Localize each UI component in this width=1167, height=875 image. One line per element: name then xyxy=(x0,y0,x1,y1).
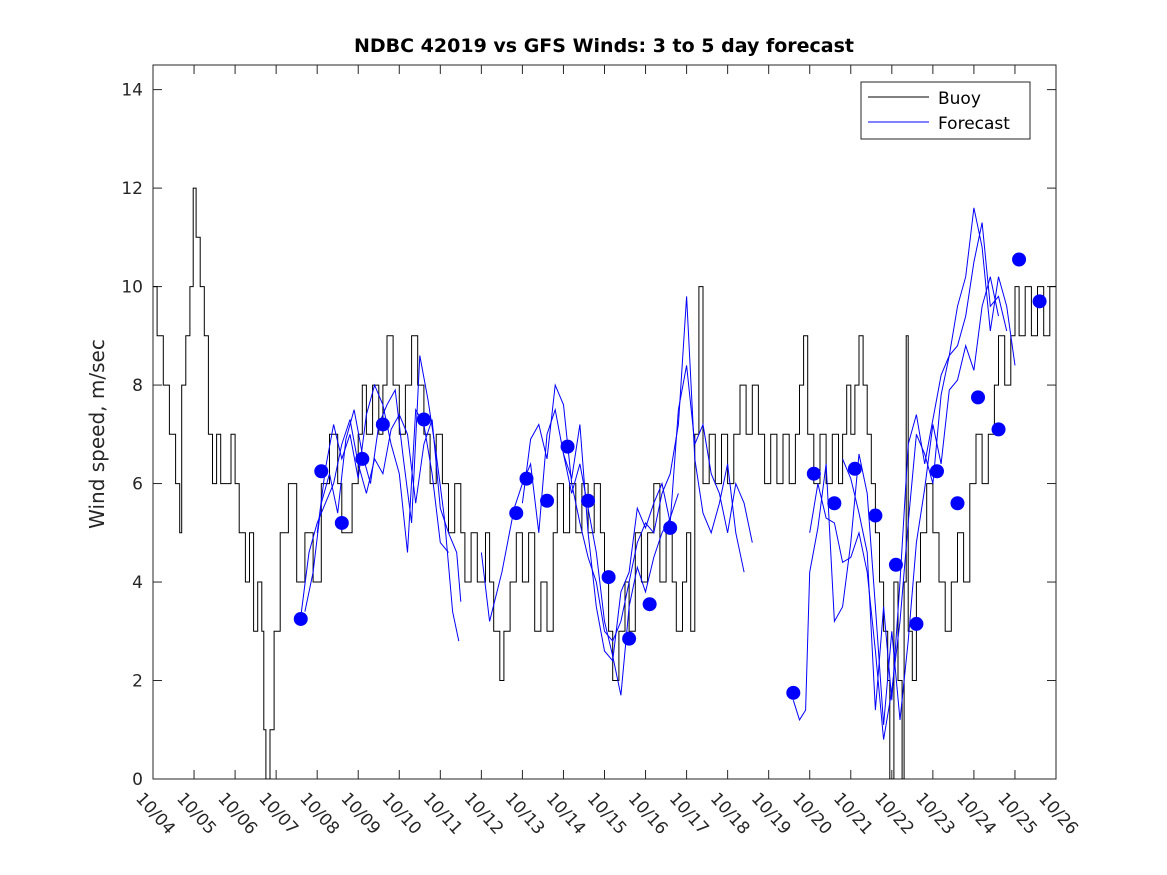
forecast-run-5-line xyxy=(521,296,745,643)
forecast-marker xyxy=(622,631,637,646)
forecast-marker xyxy=(991,422,1006,437)
forecast-marker xyxy=(1012,252,1027,267)
forecast-marker xyxy=(375,417,390,432)
y-tick-label: 14 xyxy=(121,81,143,101)
forecast-marker xyxy=(786,685,801,700)
legend-buoy-label: Buoy xyxy=(938,89,981,109)
legend-forecast-label: Forecast xyxy=(938,114,1010,134)
forecast-marker xyxy=(929,464,944,479)
forecast-marker xyxy=(560,439,575,454)
chart-title: NDBC 42019 vs GFS Winds: 3 to 5 day fore… xyxy=(354,35,854,57)
forecast-marker xyxy=(806,466,821,481)
forecast-marker xyxy=(827,496,842,511)
forecast-marker xyxy=(334,515,349,530)
data-layer xyxy=(153,187,1056,779)
y-axis-label: Wind speed, m/sec xyxy=(85,339,109,529)
y-tick-label: 12 xyxy=(121,179,143,199)
plot-area: 0246810121410/0410/0510/0610/0710/0810/0… xyxy=(121,64,1082,839)
forecast-marker xyxy=(868,508,883,523)
forecast-run-3-line xyxy=(316,383,449,553)
forecast-marker xyxy=(888,557,903,572)
forecast-marker xyxy=(540,493,555,508)
legend-box xyxy=(860,81,1031,140)
forecast-marker xyxy=(509,506,524,521)
axes-box xyxy=(152,64,1057,780)
forecast-marker xyxy=(642,597,657,612)
forecast-marker xyxy=(581,493,596,508)
forecast-run-1-line xyxy=(300,413,462,617)
forecast-marker xyxy=(416,412,431,427)
forecast-marker xyxy=(909,616,924,631)
forecast-run-4-line xyxy=(480,407,679,696)
forecast-marker xyxy=(519,471,534,486)
forecast-marker xyxy=(663,520,678,535)
forecast-marker xyxy=(950,496,965,511)
forecast-marker xyxy=(601,570,616,585)
y-tick-label: 8 xyxy=(132,376,143,396)
forecast-marker xyxy=(293,611,308,626)
forecast-marker xyxy=(314,464,329,479)
y-tick-label: 2 xyxy=(132,672,143,692)
forecast-run-8-line xyxy=(809,222,1008,740)
forecast-run-6-line xyxy=(563,365,753,663)
forecast-run-9-line xyxy=(842,207,1016,711)
legend: Buoy Forecast xyxy=(860,81,1031,140)
y-tick-label: 6 xyxy=(132,475,143,495)
forecast-run-2-line xyxy=(304,355,460,642)
forecast-run-7-line xyxy=(792,276,999,725)
y-tick-label: 10 xyxy=(121,278,143,298)
forecast-marker xyxy=(971,390,986,405)
forecast-marker xyxy=(1032,294,1047,309)
forecast-marker xyxy=(847,461,862,476)
y-tick-label: 4 xyxy=(132,573,143,593)
forecast-marker xyxy=(355,451,370,466)
y-tick-label: 0 xyxy=(132,770,143,790)
